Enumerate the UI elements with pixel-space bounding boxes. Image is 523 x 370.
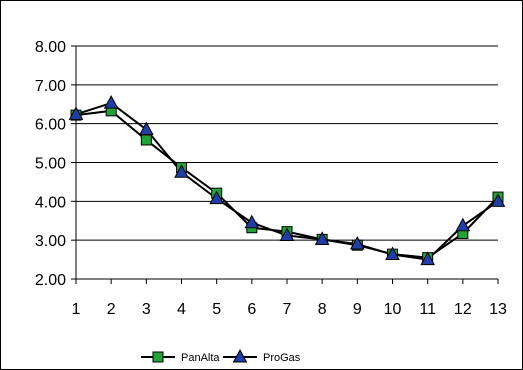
y-tick-label: 5.00 <box>35 156 66 173</box>
data-point-progas <box>68 106 84 120</box>
x-tick-label: 7 <box>283 301 292 318</box>
x-tick-label: 13 <box>489 301 507 318</box>
legend-marker-panalta <box>152 351 164 363</box>
data-point-progas <box>174 164 189 178</box>
legend: PanAlta ProGas <box>141 348 301 364</box>
data-point-progas <box>349 236 365 250</box>
legend-label-panalta: PanAlta <box>181 352 220 364</box>
y-tick-label: 7.00 <box>35 78 66 95</box>
x-tick-label: 11 <box>419 301 436 318</box>
x-tick-label: 4 <box>177 301 186 318</box>
data-point-progas <box>385 246 400 261</box>
data-point-progas <box>279 227 295 242</box>
data-point-progas <box>455 217 471 232</box>
series-markers <box>68 95 506 266</box>
gridlines <box>76 45 498 280</box>
data-point-progas <box>209 190 225 205</box>
y-tick-label: 8.00 <box>35 39 66 56</box>
data-point-progas <box>490 193 506 207</box>
legend-marker-progas <box>232 348 248 363</box>
data-point-progas <box>103 95 119 109</box>
x-tick-label: 1 <box>72 301 81 318</box>
data-point-progas <box>314 231 330 245</box>
x-tick-label: 5 <box>212 301 221 318</box>
x-tick-label: 12 <box>454 301 472 318</box>
y-tick-label: 4.00 <box>35 194 66 211</box>
x-tick-label: 8 <box>318 301 327 318</box>
y-tick-label: 6.00 <box>35 117 66 134</box>
x-tick-label: 10 <box>384 301 402 318</box>
data-point-progas <box>244 214 260 229</box>
x-tick-label: 3 <box>142 301 151 318</box>
x-tick-label: 9 <box>353 301 362 318</box>
x-tick-label: 6 <box>247 301 256 318</box>
tick-labels: 2.003.004.005.006.007.008.001 2 3 4 5 6 7 8 9 10 1… <box>35 39 507 318</box>
data-point-progas <box>420 251 436 266</box>
axes <box>71 45 499 284</box>
data-point-panalta <box>140 134 152 146</box>
y-tick-label: 2.00 <box>35 272 66 289</box>
x-tick-label: 2 <box>107 301 116 318</box>
legend-label-progas: ProGas <box>263 352 301 364</box>
y-tick-label: 3.00 <box>35 233 66 250</box>
data-point-progas <box>138 121 154 135</box>
